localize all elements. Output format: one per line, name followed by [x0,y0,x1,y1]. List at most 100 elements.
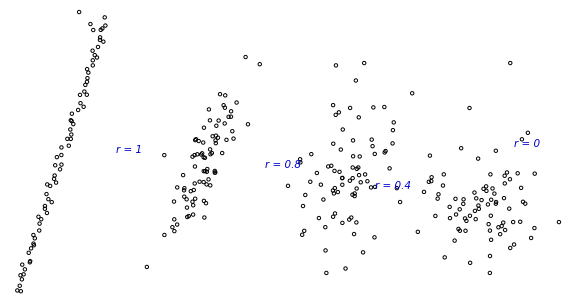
Point [29,241,38,246]
Point [88,63,97,68]
Point [98,26,107,31]
Point [76,101,85,106]
Point [516,219,525,224]
Point [220,121,229,126]
Point [180,186,189,191]
Point [491,201,501,206]
Point [26,246,36,251]
Point [211,170,220,175]
Point [351,78,361,83]
Point [474,203,483,208]
Point [367,137,376,142]
Point [501,228,510,233]
Point [51,163,60,168]
Point [51,180,60,185]
Point [427,175,436,180]
Point [513,171,522,176]
Point [200,155,210,160]
Point [486,213,495,218]
Point [455,207,464,212]
Point [314,216,324,221]
Text: r = 0.8: r = 0.8 [266,160,301,170]
Point [331,63,340,68]
Point [200,169,210,174]
Point [66,136,75,141]
Point [20,267,29,272]
Point [211,138,220,143]
Point [454,226,463,231]
Point [57,153,66,158]
Point [67,111,77,116]
Point [490,191,499,196]
Point [482,184,491,189]
Point [182,197,191,202]
Point [198,151,207,156]
Point [211,141,221,146]
Point [509,220,518,225]
Point [88,58,97,63]
Point [462,218,471,223]
Point [328,103,338,108]
Point [438,183,448,188]
Point [327,163,336,168]
Point [487,237,496,242]
Point [385,166,394,171]
Point [434,192,443,197]
Point [30,236,39,241]
Point [206,152,215,157]
Point [17,277,26,282]
Point [142,264,151,269]
Point [183,205,192,210]
Point [427,179,436,184]
Point [15,283,24,288]
Point [334,110,343,115]
Point [306,179,315,184]
Point [101,23,110,28]
Point [215,92,225,97]
Point [86,22,95,27]
Point [89,28,98,32]
Point [67,132,76,137]
Point [25,260,35,265]
Point [352,220,361,225]
Point [220,105,229,110]
Point [324,164,333,169]
Point [168,225,177,230]
Point [69,122,78,127]
Point [83,76,92,80]
Point [202,169,211,174]
Point [346,106,355,110]
Point [202,182,211,187]
Point [499,196,509,201]
Point [66,118,75,123]
Point [243,122,252,127]
Point [331,211,340,216]
Point [160,233,169,237]
Point [509,242,518,247]
Point [431,214,440,218]
Point [347,215,356,220]
Point [392,186,401,191]
Point [517,137,526,142]
Point [523,130,532,135]
Point [55,167,65,172]
Point [74,107,83,112]
Point [300,228,309,233]
Point [186,189,195,194]
Point [352,166,361,171]
Point [506,61,515,65]
Point [191,196,200,201]
Point [328,214,338,219]
Point [207,151,217,155]
Point [312,170,321,175]
Point [368,144,377,149]
Point [210,170,219,175]
Point [359,61,369,65]
Point [355,154,364,159]
Point [497,224,506,229]
Point [228,129,237,134]
Point [19,272,28,277]
Point [396,200,405,204]
Point [13,288,22,293]
Point [100,15,109,20]
